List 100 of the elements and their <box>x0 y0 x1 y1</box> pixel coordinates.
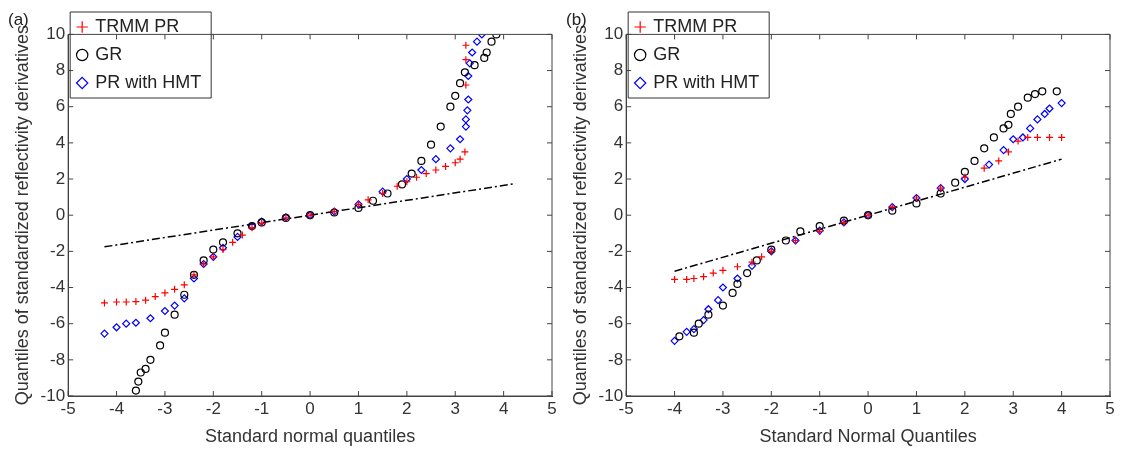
point <box>718 301 728 310</box>
y-tick-label: 2 <box>613 168 624 188</box>
point <box>180 290 189 299</box>
point <box>781 236 790 245</box>
point <box>131 297 141 306</box>
point <box>704 305 713 314</box>
point <box>407 169 416 178</box>
point <box>960 167 969 176</box>
point <box>141 364 150 373</box>
point <box>689 328 699 337</box>
legend-label: GR <box>653 43 681 64</box>
point <box>714 296 723 305</box>
y-tick-label: -2 <box>608 241 624 261</box>
y-tick-label: -4 <box>50 277 66 297</box>
point <box>122 297 131 307</box>
point <box>354 203 363 213</box>
point <box>131 386 141 395</box>
point <box>383 189 392 198</box>
y-tick-label: 4 <box>55 132 66 152</box>
x-tick-label: 3 <box>1008 398 1018 418</box>
y-tick-label: 8 <box>613 60 624 80</box>
point <box>1045 104 1054 113</box>
point <box>980 144 989 153</box>
point <box>1030 89 1040 99</box>
point <box>936 189 945 198</box>
point <box>999 124 1008 133</box>
y-tick-label: -4 <box>608 277 624 297</box>
point <box>426 140 436 149</box>
point <box>134 377 143 386</box>
point <box>704 310 713 319</box>
point <box>465 59 474 68</box>
point <box>718 283 728 292</box>
x-tick-label: 1 <box>911 398 922 418</box>
x-tick-label: 5 <box>1105 398 1115 418</box>
point <box>888 206 897 215</box>
x-tick-label: 3 <box>450 398 460 418</box>
x-tick-label: -1 <box>254 398 270 418</box>
y-tick-label: 10 <box>604 24 624 44</box>
x-tick-label: 0 <box>863 398 873 418</box>
point <box>984 160 994 169</box>
point <box>461 115 470 124</box>
point <box>1057 99 1066 108</box>
point <box>468 48 477 57</box>
y-tick-label: 2 <box>55 168 66 188</box>
point <box>364 195 373 204</box>
point <box>397 180 407 189</box>
legend-label: TRMM PR <box>95 15 180 36</box>
point <box>233 229 242 238</box>
point <box>436 122 445 131</box>
x-tick-label: 1 <box>353 398 364 418</box>
x-tick-label: 4 <box>498 398 509 418</box>
point <box>122 319 131 328</box>
x-tick-label: 5 <box>547 398 557 418</box>
point <box>455 135 465 144</box>
point <box>463 106 472 115</box>
legend-label: GR <box>95 43 123 64</box>
point <box>1026 124 1035 133</box>
y-tick-label: -10 <box>40 385 66 405</box>
legend-label: PR with HMT <box>653 71 760 92</box>
point <box>368 196 378 205</box>
y-tick-label: 4 <box>613 132 624 152</box>
point <box>446 144 455 153</box>
point <box>460 147 470 157</box>
point <box>718 266 728 275</box>
point <box>146 355 155 364</box>
point <box>160 306 170 316</box>
point <box>160 288 170 298</box>
y-tick-label: 6 <box>55 96 66 116</box>
point <box>100 329 109 338</box>
y-tick-label: 0 <box>55 204 66 224</box>
point <box>417 156 426 166</box>
x-axis-title: Standard Normal Quantiles <box>759 426 977 447</box>
point <box>156 341 165 350</box>
point <box>218 238 228 247</box>
point <box>464 95 473 104</box>
point <box>170 301 179 310</box>
point <box>994 156 1003 166</box>
point <box>417 165 426 175</box>
point <box>160 328 170 337</box>
point <box>670 336 679 345</box>
point <box>1033 115 1042 124</box>
point <box>747 258 757 267</box>
point <box>1023 93 1032 102</box>
x-tick-label: 2 <box>960 398 970 418</box>
point <box>136 368 145 377</box>
y-tick-label: 0 <box>613 204 624 224</box>
point <box>689 274 699 283</box>
point <box>461 55 470 64</box>
point <box>470 61 479 70</box>
point <box>487 37 496 46</box>
point <box>100 298 109 307</box>
point <box>989 133 998 142</box>
x-tick-label: -2 <box>763 398 779 418</box>
x-axis-title: Standard normal quantiles <box>205 426 416 447</box>
point <box>461 41 470 50</box>
y-tick-label: 10 <box>46 24 66 44</box>
x-tick-label: -2 <box>205 398 221 418</box>
point <box>1013 136 1023 146</box>
point <box>464 71 473 81</box>
y-tick-label: -6 <box>608 313 624 333</box>
